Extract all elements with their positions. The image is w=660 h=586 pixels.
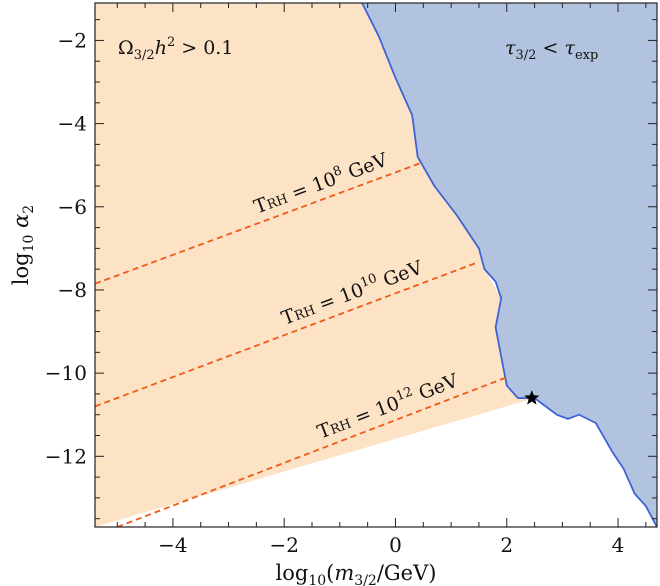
plot-frame [94,2,658,528]
benchmark-star [524,390,540,405]
x-tick-label: 0 [389,533,402,557]
overabundance-annotation: Ω3/2h2 > 0.1 [118,35,233,63]
x-axis-label: log10(m3/2/GeV) [276,561,437,586]
y-axis-label: log10 α2 [9,205,37,285]
ticks-layer [95,3,657,527]
y-tick-label: −12 [45,444,87,468]
x-tick-label: 2 [500,533,513,557]
x-tick-label: 4 [612,533,625,557]
trh-lines-layer [95,162,540,527]
lifetime-boundary [361,3,657,527]
y-tick-label: −4 [58,112,87,136]
y-tick-label: −2 [58,28,87,52]
frame-rect [94,2,658,528]
lifetime-annotation: τ3/2 < τexp [505,37,598,63]
y-tick-label: −10 [45,361,87,385]
x-tick-label: −2 [269,533,298,557]
y-tick-label: −6 [58,195,87,219]
regions-layer [95,3,657,527]
y-tick-label: −8 [58,278,87,302]
trh-line-2 [95,262,477,408]
x-tick-label: −4 [158,533,187,557]
labels-layer: −4 −2 0 2 4 −12 −10 −8 −6 −4 −2 log10(m3/2/GeV) log1… [9,28,624,586]
overabundance-region [95,3,535,527]
trh-line-1 [95,162,421,285]
lifetime-region [362,3,657,527]
